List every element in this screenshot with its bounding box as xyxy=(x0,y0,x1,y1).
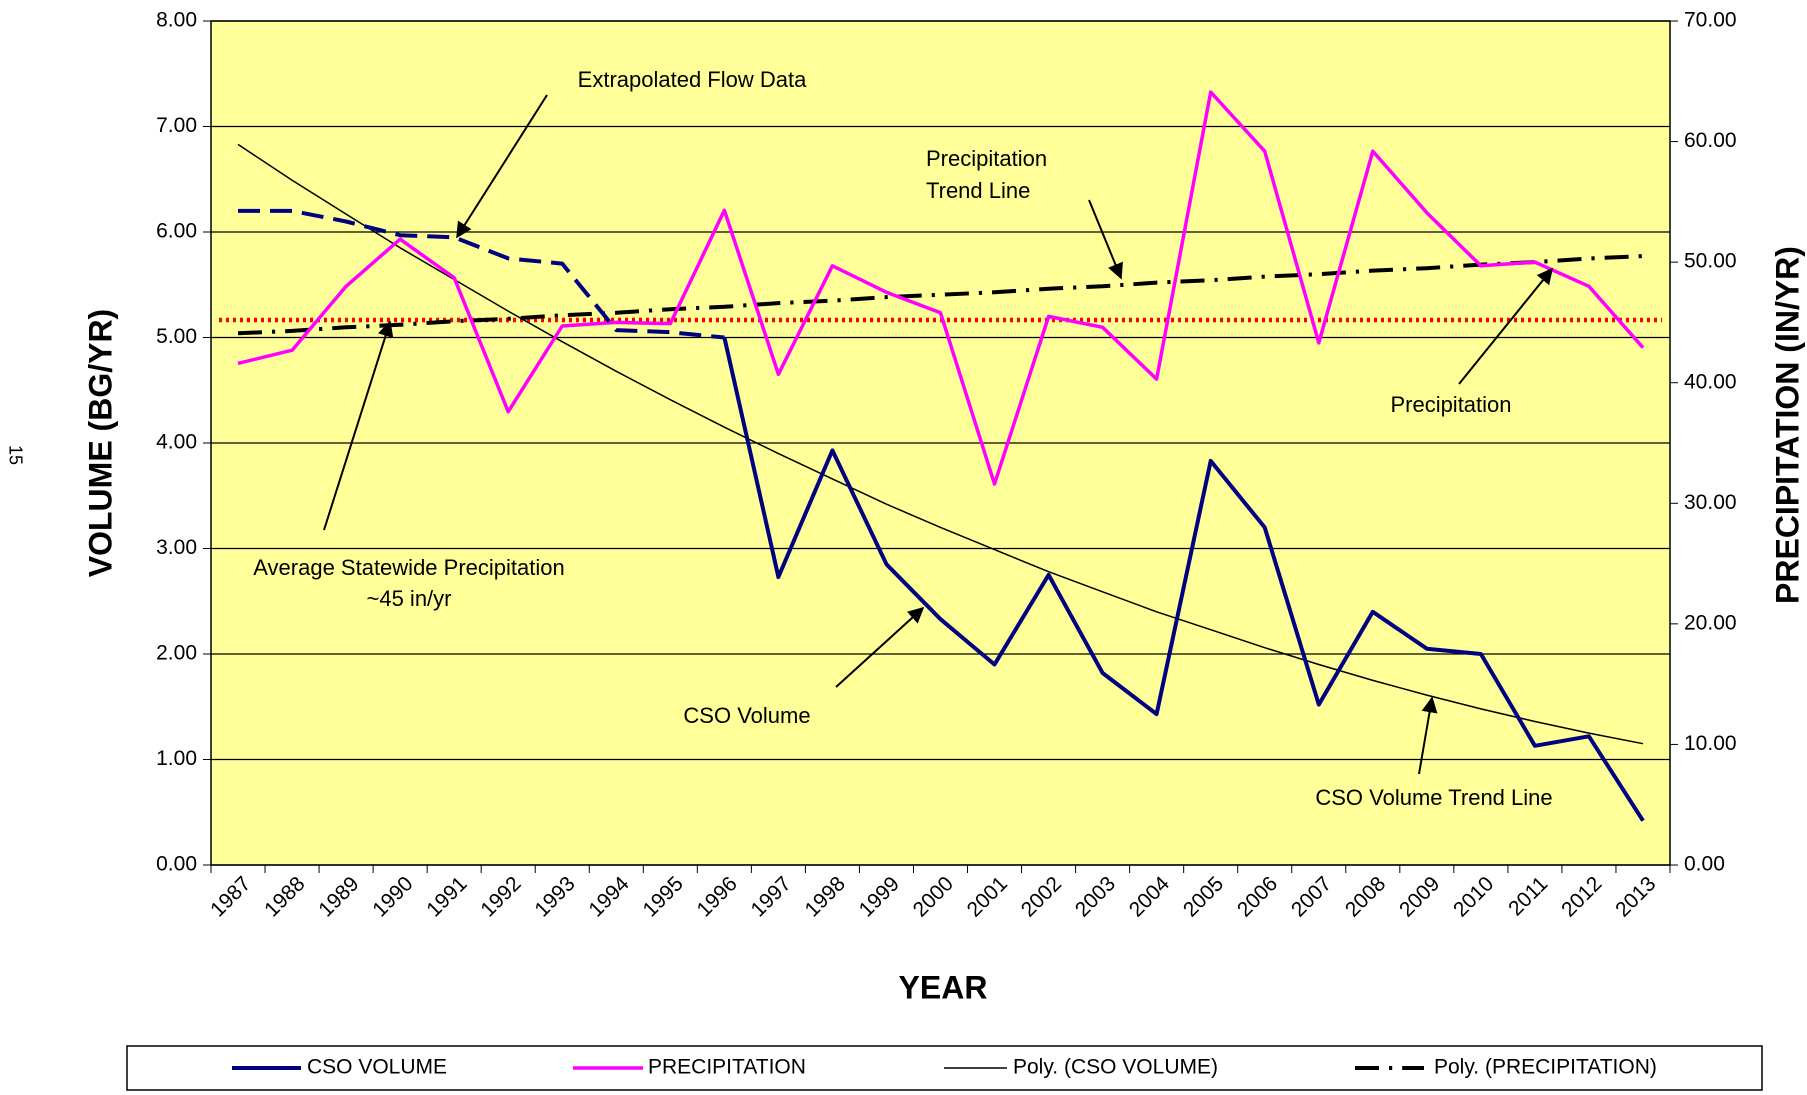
x-tick-label: 2010 xyxy=(1449,872,1498,921)
y-tick-label: 1.00 xyxy=(156,747,197,770)
annotation-arrow xyxy=(1418,696,1438,775)
y-tick-label: 8.00 xyxy=(156,9,197,32)
y-tick-label: 0.00 xyxy=(156,853,197,876)
x-tick-label: 2013 xyxy=(1611,872,1660,921)
x-tick-label: 1996 xyxy=(693,872,742,921)
annotation: CSO Volume xyxy=(683,703,810,728)
y-tick-label: 3.00 xyxy=(156,536,197,559)
x-tick-label: 2012 xyxy=(1557,872,1606,921)
x-tick-label: 1991 xyxy=(422,872,471,921)
x-tick-label: 1993 xyxy=(530,872,579,921)
annotation: Trend Line xyxy=(926,178,1030,203)
legend-label: Poly. (CSO VOLUME) xyxy=(1013,1056,1218,1079)
series-line xyxy=(722,337,1645,822)
x-tick-label: 1994 xyxy=(584,872,634,922)
y-axis-title: VOLUME (BG/YR) xyxy=(82,309,118,577)
y2-tick-label: 50.00 xyxy=(1684,250,1737,273)
y2-tick-label: 20.00 xyxy=(1684,611,1737,634)
x-tick-label: 2006 xyxy=(1233,872,1282,921)
y2-tick-label: 60.00 xyxy=(1684,129,1737,152)
x-tick-label: 2004 xyxy=(1125,872,1175,922)
y2-tick-label: 10.00 xyxy=(1684,732,1737,755)
series-line xyxy=(238,208,725,340)
x-tick-label: 2011 xyxy=(1504,872,1552,920)
page-number: 15 xyxy=(5,445,25,465)
annotation-arrow xyxy=(1458,267,1554,385)
y2-axis-title: PRECIPITATION (IN/YR) xyxy=(1769,246,1805,604)
y-tick-label: 5.00 xyxy=(156,325,197,348)
y2-tick-label: 40.00 xyxy=(1684,370,1737,393)
annotation: Precipitation xyxy=(926,146,1047,171)
plot-border xyxy=(210,20,1671,866)
x-tick-label: 2003 xyxy=(1071,872,1120,921)
x-tick-label: 1995 xyxy=(638,872,687,921)
annotation: CSO Volume Trend Line xyxy=(1315,785,1552,810)
y2-tick-label: 0.00 xyxy=(1684,853,1725,876)
x-tick-label: 1988 xyxy=(260,872,309,921)
x-tick-label: 1987 xyxy=(206,872,255,921)
x-tick-label: 2009 xyxy=(1395,872,1444,921)
x-tick-label: 1998 xyxy=(801,872,850,921)
series-line xyxy=(237,90,1645,486)
y-tick-label: 4.00 xyxy=(156,431,197,454)
x-tick-label: 2001 xyxy=(963,872,1012,921)
y2-tick-label: 30.00 xyxy=(1684,491,1737,514)
x-tick-label: 1989 xyxy=(314,872,363,921)
x-tick-label: 1992 xyxy=(476,872,525,921)
annotation: Extrapolated Flow Data xyxy=(578,67,807,92)
x-tick-label: 1990 xyxy=(368,872,417,921)
x-tick-label: 2000 xyxy=(909,872,958,921)
y2-tick-label: 70.00 xyxy=(1684,9,1737,32)
x-tick-label: 2008 xyxy=(1341,872,1390,921)
annotation: ~45 in/yr xyxy=(367,586,452,611)
y-tick-label: 6.00 xyxy=(156,220,197,243)
annotation-arrow xyxy=(835,606,925,688)
x-tick-label: 2002 xyxy=(1017,872,1066,921)
annotation: Precipitation xyxy=(1390,392,1511,417)
x-tick-label: 1997 xyxy=(747,872,796,921)
annotation-arrow xyxy=(1088,199,1123,280)
legend-label: CSO VOLUME xyxy=(307,1056,447,1079)
y-tick-label: 7.00 xyxy=(156,114,197,137)
annotation-arrow xyxy=(456,94,548,239)
x-tick-label: 2005 xyxy=(1179,872,1228,921)
legend-label: PRECIPITATION xyxy=(648,1056,806,1079)
series-line xyxy=(237,143,1644,745)
y-tick-label: 2.00 xyxy=(156,642,197,665)
annotation: Average Statewide Precipitation xyxy=(253,555,564,580)
legend-label: Poly. (PRECIPITATION) xyxy=(1434,1056,1657,1079)
x-axis-title: YEAR xyxy=(899,969,988,1005)
x-tick-label: 1999 xyxy=(855,872,904,921)
annotation-arrow xyxy=(323,320,394,531)
x-tick-label: 2007 xyxy=(1287,872,1336,921)
